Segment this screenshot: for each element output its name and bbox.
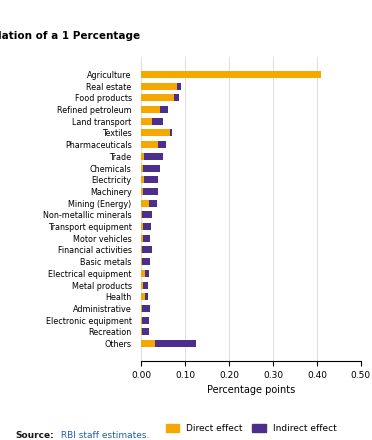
Bar [141, 223, 143, 230]
Bar [143, 282, 148, 289]
Bar [141, 340, 154, 347]
Bar [144, 176, 158, 183]
Bar [149, 200, 157, 207]
Bar [141, 246, 142, 253]
Bar [141, 95, 174, 101]
X-axis label: Percentage points: Percentage points [207, 385, 295, 395]
Bar [142, 317, 149, 323]
Bar [154, 340, 196, 347]
Bar [141, 188, 143, 195]
Bar [141, 200, 149, 207]
Bar [142, 258, 150, 265]
Bar [141, 211, 142, 218]
Bar [142, 328, 149, 335]
Bar [174, 95, 179, 101]
Bar [153, 118, 163, 125]
Bar [145, 293, 148, 300]
Bar [141, 106, 160, 113]
Bar [145, 270, 149, 277]
Bar [143, 235, 150, 242]
Bar [170, 129, 171, 136]
Bar [141, 270, 145, 277]
Bar [158, 141, 166, 148]
Bar [143, 223, 151, 230]
Bar [144, 153, 163, 160]
Bar [141, 328, 142, 335]
Bar [177, 83, 181, 90]
Text: Source:: Source: [15, 431, 54, 440]
Legend: Direct effect, Indirect effect: Direct effect, Indirect effect [162, 420, 340, 436]
Text: Chart II.1.1: Impact on CPI Inflation of a 1 Percentage
Point Domestic Secoral S: Chart II.1.1: Impact on CPI Inflation of… [0, 31, 140, 52]
Bar [141, 235, 143, 242]
Bar [160, 106, 168, 113]
Bar [142, 211, 152, 218]
Bar [141, 71, 321, 78]
Bar [141, 293, 145, 300]
Bar [143, 165, 160, 172]
Text: RBI staff estimates.: RBI staff estimates. [58, 431, 149, 440]
Bar [141, 118, 153, 125]
Bar [141, 258, 142, 265]
Bar [143, 188, 158, 195]
Bar [141, 305, 142, 312]
Bar [141, 317, 142, 323]
Bar [141, 129, 170, 136]
Bar [141, 176, 144, 183]
Bar [142, 305, 150, 312]
Bar [141, 282, 143, 289]
Bar [141, 83, 177, 90]
Bar [141, 165, 143, 172]
Bar [142, 246, 152, 253]
Bar [141, 153, 144, 160]
Bar [141, 141, 158, 148]
